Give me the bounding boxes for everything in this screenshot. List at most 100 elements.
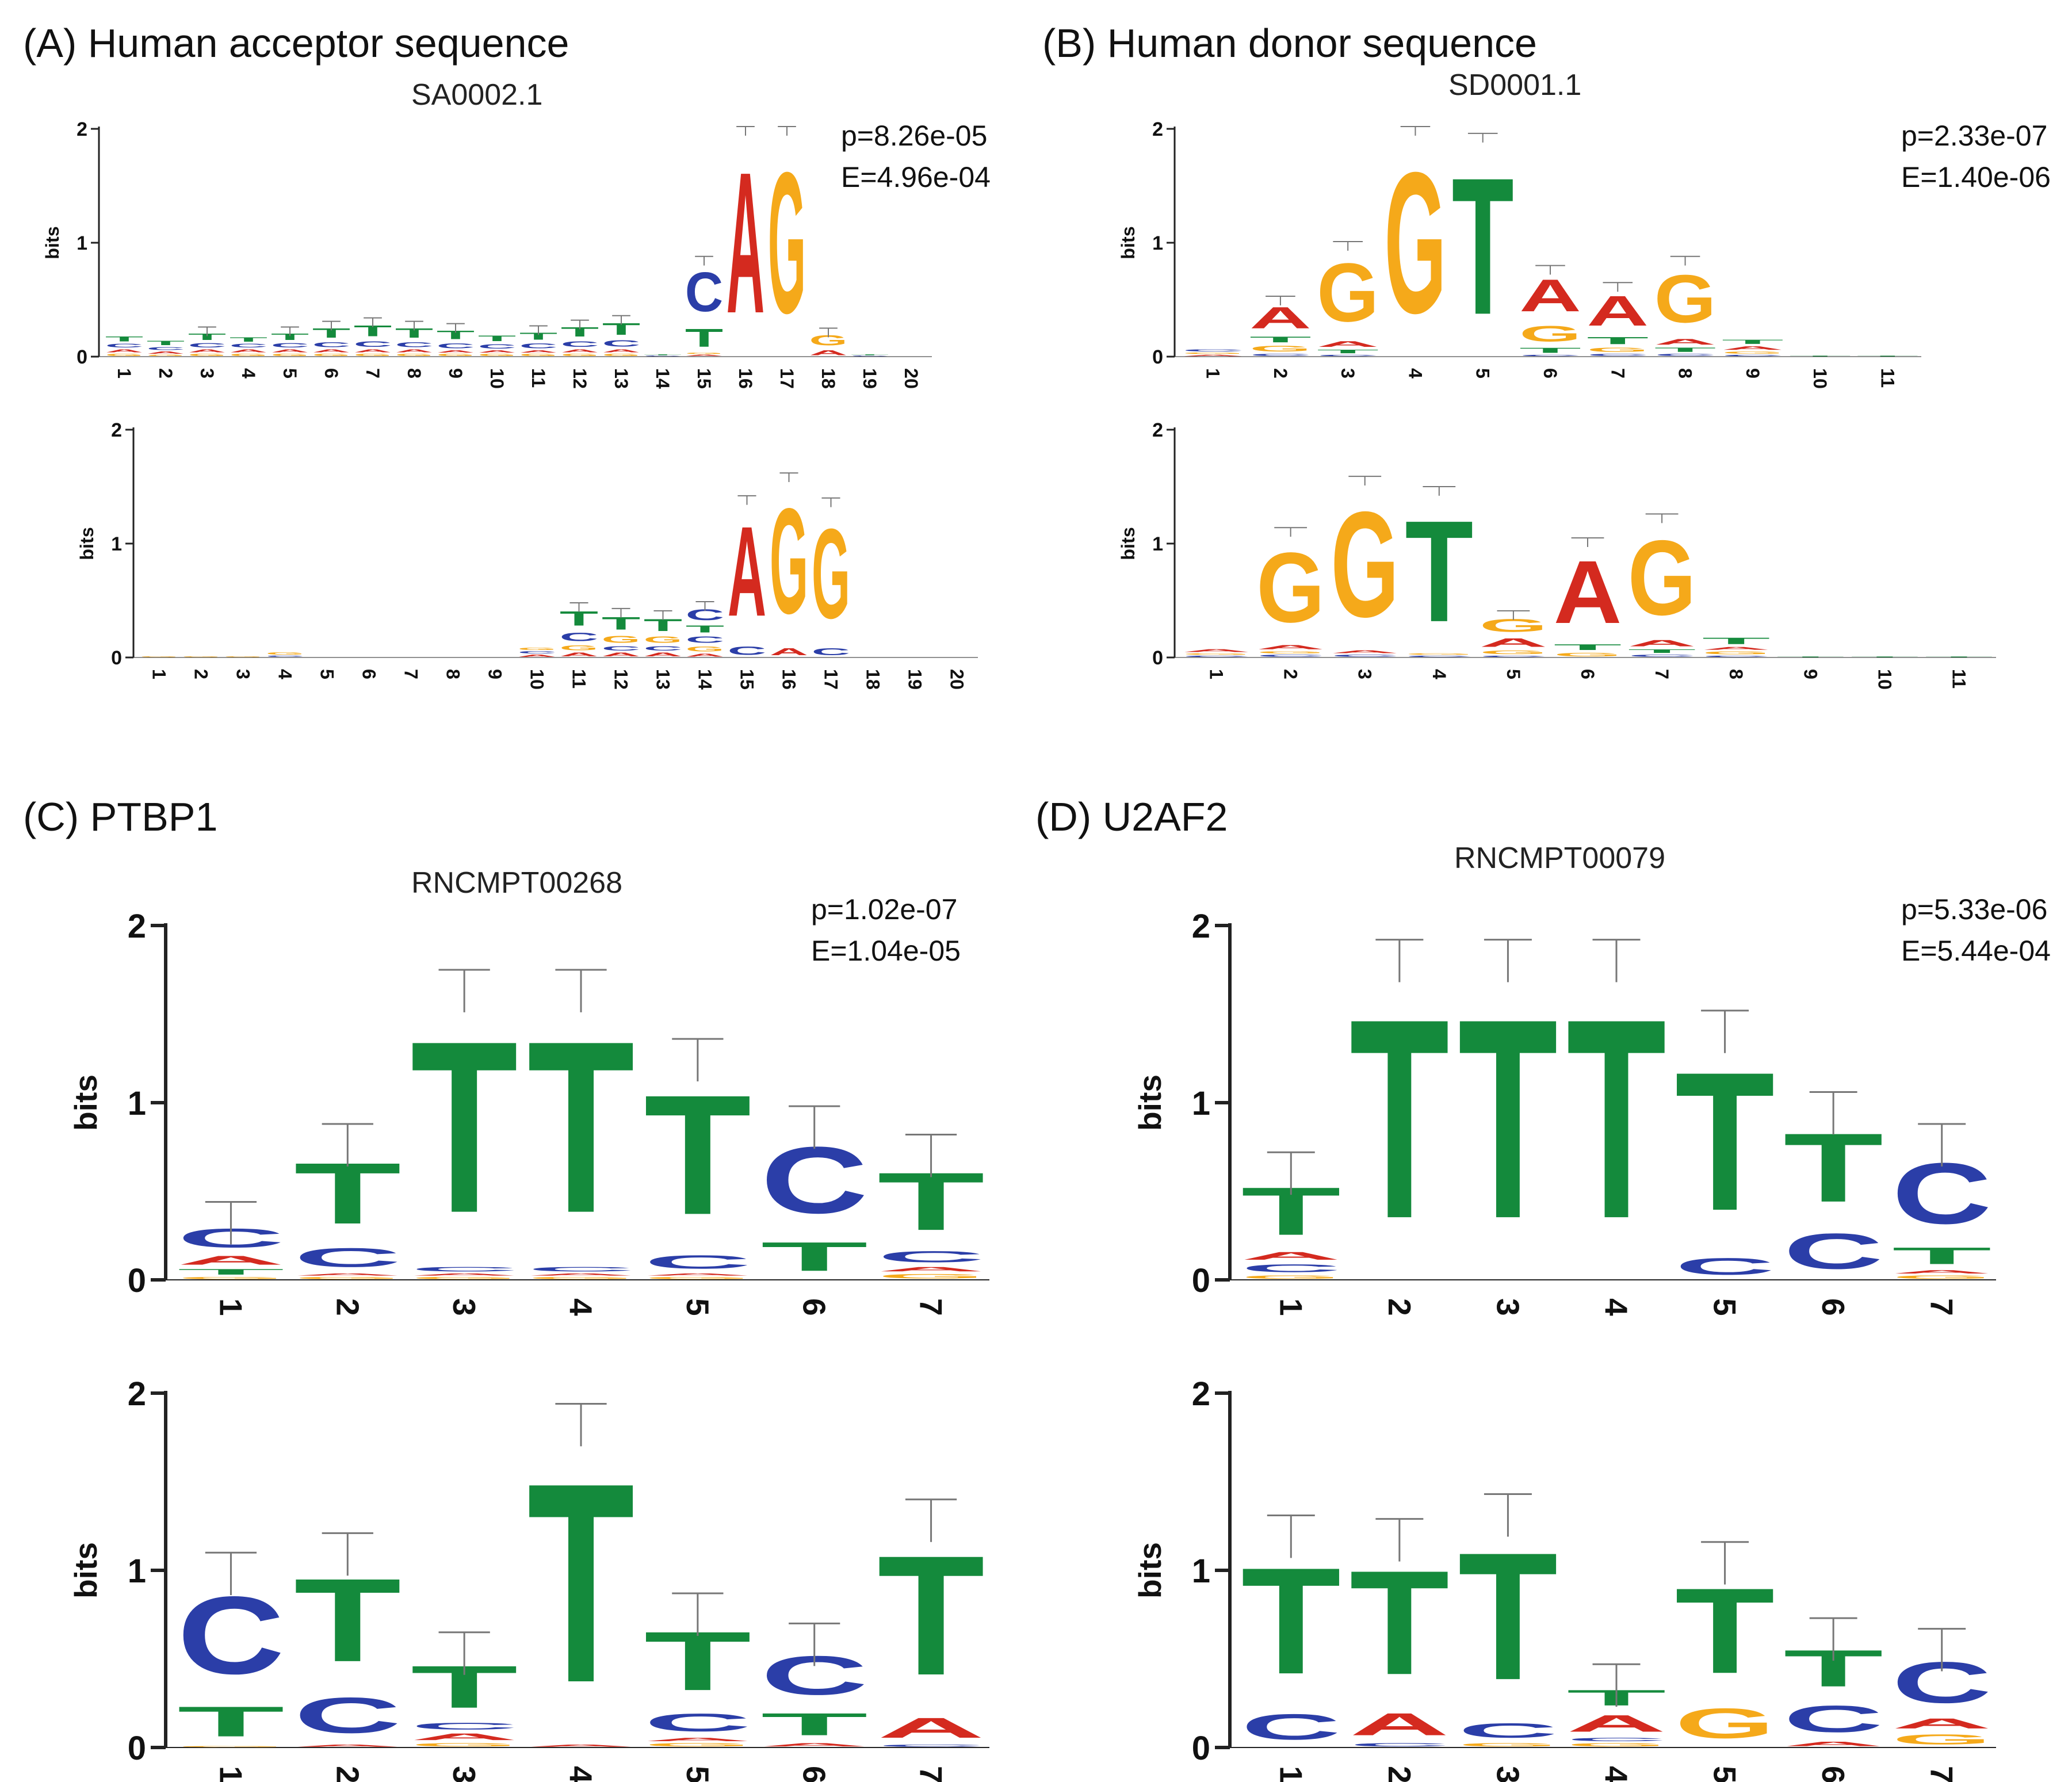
logo-letter-C: C (1256, 654, 1325, 657)
position-label: 3 (233, 669, 254, 679)
logo-letter-G: G (602, 353, 640, 357)
logo-letter-G: G (177, 1276, 285, 1280)
svg-text:T: T (685, 323, 723, 352)
logo-letter-A: A (1566, 1710, 1666, 1737)
svg-text:C: C (1566, 1737, 1666, 1742)
logo-letter-T: T (230, 336, 267, 343)
svg-text:G: G (1256, 651, 1325, 654)
logo-letter-G: G (812, 502, 850, 645)
position-label: 2 (1382, 1298, 1417, 1316)
svg-text:C: C (1256, 654, 1325, 657)
logo-letter-C: C (411, 1265, 518, 1272)
logo-letter-G: G (1480, 649, 1548, 655)
svg-text:A: A (1519, 270, 1581, 321)
y-tick-label: 1 (128, 1552, 146, 1590)
logo-letter-T: T (1350, 1539, 1449, 1705)
logo-letter-C: C (560, 630, 598, 644)
svg-text:C: C (1317, 354, 1379, 357)
logo-letter-C: C (519, 342, 557, 350)
svg-text:C: C (686, 635, 724, 645)
logo-letter-C: C (1783, 1223, 1883, 1279)
svg-text:T: T (1452, 137, 1514, 355)
panel-d-title: (D) U2AF2 (1035, 794, 1228, 839)
logo-letter-T: T (1249, 335, 1312, 344)
position-label: 17 (777, 368, 797, 389)
svg-text:C: C (271, 342, 309, 349)
position-label: 15 (737, 669, 758, 690)
svg-text:C: C (728, 644, 766, 657)
svg-text:C: C (312, 341, 350, 349)
logo-letter-C: C (877, 1248, 985, 1265)
logo-letter-A: A (760, 1742, 868, 1747)
position-label: 5 (1707, 1766, 1743, 1782)
svg-text:G: G (411, 1742, 518, 1747)
logo-letter-T: T (760, 1707, 868, 1742)
svg-text:G: G (1256, 531, 1325, 643)
logo-letter-C: C (1241, 1707, 1341, 1747)
svg-text:C: C (105, 343, 143, 349)
logo-letter-G: G (877, 1273, 985, 1280)
svg-text:C: C (1241, 1262, 1341, 1274)
position-label: 4 (275, 669, 296, 679)
logo-letter-T: T (851, 354, 889, 355)
position-label: 8 (1726, 669, 1746, 679)
logo-letter-T: T (411, 989, 518, 1264)
logo-letter-G: G (768, 130, 806, 355)
logo-letter-T: T (177, 1267, 285, 1276)
svg-text:G: G (1702, 651, 1771, 655)
logo-letter-T: T (1458, 959, 1558, 1278)
logo-letter-A: A (728, 500, 766, 643)
svg-text:A: A (294, 1744, 402, 1747)
logo-letter-A: A (1654, 337, 1717, 346)
logo-letter-T: T (1851, 656, 1919, 657)
svg-text:G: G (1587, 346, 1649, 353)
logo-letter-G: G (1628, 518, 1696, 638)
svg-text:T: T (1702, 636, 1771, 646)
logo-letter-T: T (1452, 137, 1514, 355)
svg-text:G: G (140, 656, 178, 657)
position-label: 1 (149, 669, 170, 679)
logo-letter-G: G (602, 634, 640, 645)
panel-b-p-value: p=2.33e-07 (1901, 120, 2048, 152)
svg-text:C: C (851, 355, 889, 357)
logo-letter-G: G (1385, 131, 1447, 355)
position-label: 4 (238, 368, 259, 378)
svg-text:G: G (1654, 261, 1717, 337)
position-label: 11 (528, 368, 549, 388)
logo-letter-C: C (1702, 655, 1771, 657)
logo-letter-G: G (685, 352, 723, 354)
logo-letter-C: C (1249, 353, 1312, 357)
y-axis-label: bits (42, 226, 63, 259)
svg-text:A: A (437, 350, 475, 353)
y-axis-label: bits (1132, 1542, 1168, 1599)
svg-text:A: A (1182, 354, 1244, 357)
position-label: 2 (1280, 669, 1301, 679)
y-tick-label: 0 (77, 346, 87, 368)
logo-letter-T: T (527, 989, 635, 1264)
logo-letter-G: G (1249, 344, 1312, 353)
svg-text:G: G (518, 647, 556, 651)
svg-text:A: A (147, 351, 185, 354)
svg-text:G: G (770, 478, 808, 645)
svg-text:C: C (644, 1708, 752, 1737)
logo-letter-G: G (1182, 352, 1244, 354)
y-tick-label: 1 (77, 232, 87, 254)
position-label: 4 (563, 1298, 599, 1316)
position-label: 3 (1490, 1298, 1526, 1316)
position-label: 6 (1815, 1766, 1851, 1782)
svg-text:G: G (1892, 1731, 1991, 1747)
logo-letter-T: T (527, 1424, 635, 1742)
svg-text:A: A (809, 349, 847, 357)
logo-letter-A: A (105, 349, 143, 353)
position-label: 10 (487, 368, 507, 389)
position-label: 2 (1270, 368, 1291, 378)
logo-letter-A: A (1722, 345, 1784, 351)
y-tick-label: 0 (1192, 1262, 1210, 1299)
position-label: 4 (1405, 368, 1425, 378)
panel-c-title: (C) PTBP1 (23, 794, 218, 839)
logo-letter-C: C (478, 343, 516, 350)
logo-letter-C: C (518, 651, 556, 654)
logo-letter-A: A (294, 1744, 402, 1747)
position-label: 6 (797, 1766, 832, 1782)
svg-text:A: A (727, 131, 764, 355)
